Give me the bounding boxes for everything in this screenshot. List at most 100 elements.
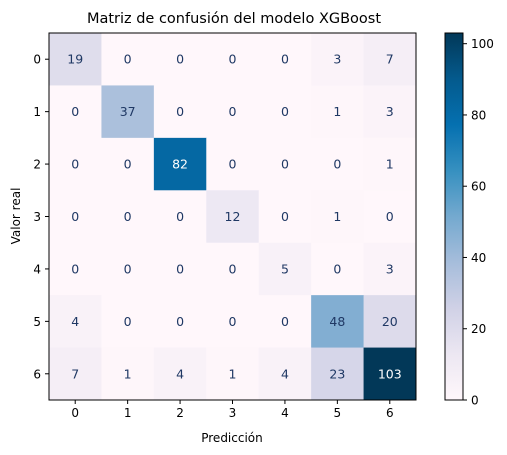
heatmap-cell — [101, 33, 155, 86]
cell-value-label: 0 — [333, 261, 341, 276]
cell-value-label: 82 — [172, 157, 188, 172]
cell-value-label: 0 — [281, 104, 289, 119]
heatmap-cell — [206, 295, 260, 348]
heatmap-cell — [311, 190, 364, 244]
cell-value-label: 0 — [386, 209, 394, 224]
y-tick-label: 1 — [33, 105, 41, 119]
heatmap-cell — [311, 347, 364, 401]
cell-value-label: 5 — [281, 261, 289, 276]
x-axis-ticks: 0 1 2 3 4 5 6 — [71, 400, 394, 420]
x-tick-label: 4 — [281, 406, 289, 420]
heatmap-cell-labels: 19 0 0 0 0 3 70 37 0 0 0 1 30 0 82 0 0 0 10 0 0 12 0 1 00 0 0 0 5 0 34… — [67, 52, 401, 382]
heatmap-cell — [49, 85, 102, 139]
heatmap-cell — [363, 33, 417, 86]
heatmap-cell — [363, 137, 417, 191]
cell-value-label: 0 — [124, 314, 132, 329]
heatmap-cell — [363, 85, 417, 139]
cell-value-label: 0 — [281, 157, 289, 172]
y-tick-label: 6 — [33, 367, 41, 381]
cell-value-label: 7 — [386, 52, 394, 67]
heatmap-cell — [206, 137, 260, 191]
cell-value-label: 7 — [71, 366, 79, 381]
heatmap-cell — [258, 190, 312, 244]
cell-value-label: 3 — [386, 104, 394, 119]
heatmap-cell — [49, 295, 102, 348]
heatmap-cell — [258, 137, 312, 191]
cell-value-label: 0 — [281, 314, 289, 329]
cell-value-label: 0 — [176, 314, 184, 329]
cell-value-label: 0 — [333, 157, 341, 172]
colorbar-tick-label: 0 — [471, 394, 479, 408]
heatmap-cell — [49, 33, 102, 86]
cell-value-label: 0 — [71, 261, 79, 276]
heatmap-cell — [101, 85, 155, 139]
colorbar — [444, 32, 464, 401]
y-tick-label: 2 — [33, 158, 41, 172]
cell-value-label: 3 — [333, 52, 341, 67]
cell-value-label: 0 — [124, 261, 132, 276]
cell-value-label: 0 — [71, 209, 79, 224]
heatmap-cell — [311, 295, 364, 348]
colorbar-tick-label: 60 — [471, 180, 486, 194]
cell-value-label: 48 — [329, 314, 345, 329]
y-tick-label: 3 — [33, 210, 41, 224]
colorbar-tick-label: 40 — [471, 251, 486, 265]
heatmap-cell — [101, 137, 155, 191]
y-tick-label: 5 — [33, 315, 41, 329]
colorbar-tick-label: 100 — [471, 37, 494, 51]
heatmap-cell — [311, 242, 364, 296]
heatmap-cell — [101, 190, 155, 244]
heatmap-cell — [49, 190, 102, 244]
heatmap-cell — [311, 33, 364, 86]
cell-value-label: 0 — [124, 209, 132, 224]
x-tick-label: 0 — [71, 406, 79, 420]
cell-value-label: 0 — [176, 104, 184, 119]
cell-value-label: 4 — [176, 366, 184, 381]
cell-value-label: 0 — [71, 157, 79, 172]
heatmap-cell — [153, 137, 207, 191]
cell-value-label: 0 — [176, 209, 184, 224]
cell-value-label: 0 — [71, 104, 79, 119]
x-tick-label: 5 — [334, 406, 342, 420]
heatmap-cell — [311, 137, 364, 191]
cell-value-label: 1 — [124, 366, 132, 381]
cell-value-label: 1 — [386, 157, 394, 172]
heatmap-cell — [101, 295, 155, 348]
cell-value-label: 37 — [120, 104, 136, 119]
heatmap-cell — [258, 242, 312, 296]
heatmap-cell — [206, 33, 260, 86]
heatmap-cell — [363, 347, 417, 401]
cell-value-label: 0 — [176, 52, 184, 67]
colorbar-tick-label: 80 — [471, 108, 486, 122]
y-axis-ticks: 0 1 2 3 4 5 6 — [33, 53, 49, 381]
x-tick-label: 2 — [176, 406, 184, 420]
cell-value-label: 0 — [176, 261, 184, 276]
heatmap-cell — [153, 242, 207, 296]
y-tick-label: 4 — [33, 262, 41, 276]
heatmap-cell — [153, 347, 207, 401]
cell-value-label: 0 — [124, 52, 132, 67]
cell-value-label: 1 — [333, 209, 341, 224]
heatmap-cell — [153, 190, 207, 244]
heatmap-cell — [363, 295, 417, 348]
cell-value-label: 0 — [229, 314, 237, 329]
heatmap-cell — [153, 33, 207, 86]
heatmap-cell — [49, 137, 102, 191]
cell-value-label: 4 — [281, 366, 289, 381]
heatmap-cell — [258, 33, 312, 86]
cell-value-label: 0 — [229, 261, 237, 276]
heatmap-cell — [49, 347, 102, 401]
heatmap-cell — [206, 242, 260, 296]
heatmap-cell — [49, 242, 102, 296]
cell-value-label: 1 — [333, 104, 341, 119]
cell-value-label: 12 — [225, 209, 241, 224]
y-axis-label: Valor real — [9, 188, 23, 245]
cell-value-label: 0 — [281, 52, 289, 67]
cell-value-label: 19 — [67, 52, 83, 67]
heatmap-cell — [311, 85, 364, 139]
heatmap-cell — [258, 295, 312, 348]
x-axis-label: Predicción — [201, 431, 263, 445]
colorbar-tick-label: 20 — [471, 322, 486, 336]
y-tick-label: 0 — [33, 53, 41, 67]
